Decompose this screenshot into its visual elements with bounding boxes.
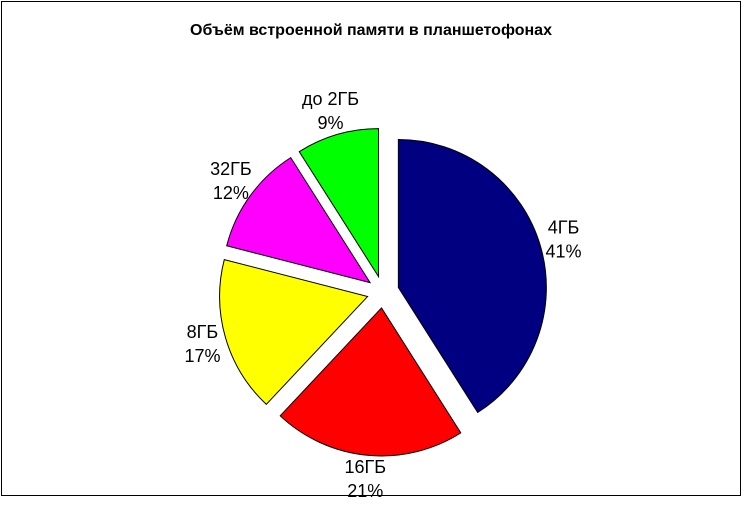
pie-slice — [226, 156, 372, 284]
slice-label: 8ГБ — [187, 322, 219, 342]
pie-slice — [298, 128, 380, 279]
slice-value-label: 21% — [347, 481, 383, 501]
chart-title: Объём встроенной памяти в планшетофонах — [190, 22, 552, 39]
slice-label: 32ГБ — [210, 159, 252, 179]
slice-value-label: 12% — [213, 183, 249, 203]
slice-value-label: 41% — [546, 241, 582, 261]
pie-slice — [219, 259, 369, 406]
slice-label: 16ГБ — [345, 457, 387, 477]
slice-label: до 2ГБ — [302, 89, 359, 109]
slice-label: 4ГБ — [548, 217, 580, 237]
pie-slice — [279, 307, 462, 457]
pie-slice — [397, 139, 547, 414]
slice-value-label: 9% — [318, 113, 344, 133]
slice-value-label: 17% — [184, 346, 220, 366]
